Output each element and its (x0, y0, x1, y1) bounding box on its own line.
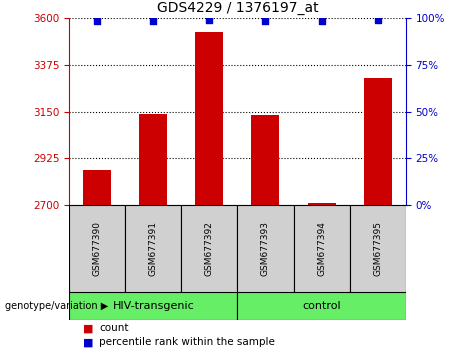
Bar (364, 78, 392, 205)
Text: GSM677391: GSM677391 (149, 221, 158, 276)
Bar (307, 203, 336, 205)
Point (262, 19, 269, 24)
Text: genotype/variation ▶: genotype/variation ▶ (5, 301, 108, 311)
Text: count: count (99, 323, 129, 333)
Bar (125, 205, 181, 292)
Text: GSM677394: GSM677394 (317, 221, 326, 276)
Text: GSM677395: GSM677395 (373, 221, 382, 276)
Point (374, 17, 381, 22)
Text: GSM677392: GSM677392 (205, 221, 214, 276)
Point (94, 19, 101, 24)
Title: GDS4229 / 1376197_at: GDS4229 / 1376197_at (157, 1, 318, 15)
Bar (349, 205, 406, 292)
Point (206, 17, 213, 22)
Text: GSM677393: GSM677393 (261, 221, 270, 276)
Point (149, 19, 157, 24)
Bar (251, 115, 279, 205)
Bar (83, 170, 111, 205)
Text: control: control (302, 301, 341, 311)
Text: GSM677390: GSM677390 (93, 221, 102, 276)
Bar (237, 292, 406, 320)
Bar (195, 32, 224, 205)
Point (318, 19, 325, 24)
Text: HIV-transgenic: HIV-transgenic (112, 301, 194, 311)
Bar (294, 205, 349, 292)
Bar (237, 205, 294, 292)
Text: ■: ■ (83, 323, 94, 333)
Bar (181, 205, 237, 292)
Bar (69, 292, 237, 320)
Text: percentile rank within the sample: percentile rank within the sample (99, 337, 275, 348)
Text: ■: ■ (83, 337, 94, 348)
Bar (69, 205, 125, 292)
Bar (139, 114, 167, 205)
